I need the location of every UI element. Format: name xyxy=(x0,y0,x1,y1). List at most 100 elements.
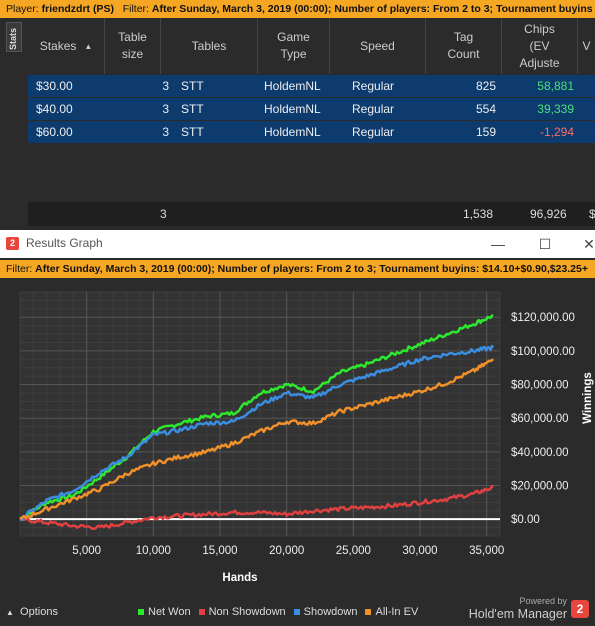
series-line-non-showdown xyxy=(19,484,495,531)
y-tick-label: $60,000.00 xyxy=(511,413,569,425)
filter-value[interactable]: After Sunday, March 3, 2019 (00:00); Num… xyxy=(151,3,593,15)
col-header-chips[interactable]: Chips (EV Adjuste xyxy=(502,18,578,74)
col-header-stakes[interactable]: Stakes ▲ xyxy=(28,18,105,74)
powered-by-text: Powered by xyxy=(519,596,567,606)
cell-tables: STT xyxy=(181,79,204,93)
y-tick-label: $20,000.00 xyxy=(511,481,569,493)
x-tick-label: 10,000 xyxy=(136,545,171,557)
col-header-table-size-label: Table size xyxy=(118,30,147,61)
table-row[interactable]: $60.00 3 STT HoldemNL Regular 159 -1,294 xyxy=(28,121,595,143)
window-titlebar[interactable]: 2 Results Graph — ☐ ✕ xyxy=(0,230,595,258)
legend-label: All-In EV xyxy=(375,606,419,618)
graph-filter-label: Filter: xyxy=(6,263,33,275)
summary-chips: 96,926 xyxy=(530,207,567,221)
summary-tag-count: 1,538 xyxy=(463,207,494,221)
filter-label: Filter: xyxy=(122,3,149,15)
brand: Powered by Hold'em Manager 2 xyxy=(461,596,591,626)
cell-game-type: HoldemNL xyxy=(264,102,321,116)
cell-stakes: $40.00 xyxy=(36,102,73,116)
summary-row: 3 1,538 96,926 $ xyxy=(28,202,595,226)
y-tick-label: $0.00 xyxy=(511,514,540,526)
cell-stakes: $60.00 xyxy=(36,125,73,139)
cell-speed: Regular xyxy=(352,102,395,116)
cell-speed: Regular xyxy=(352,125,395,139)
col-header-game-type-label: Game Type xyxy=(277,30,310,61)
y-tick-label: $120,000.00 xyxy=(511,312,575,324)
x-tick-label: 30,000 xyxy=(402,545,437,557)
x-tick-label: 20,000 xyxy=(269,545,304,557)
cell-chips: -1,294 xyxy=(539,125,574,139)
cell-chips: 58,881 xyxy=(537,79,574,93)
graph-bottombar: ▲ Options Net Won Non Showdown Showdown All… xyxy=(0,596,595,626)
cell-tables: STT xyxy=(181,125,204,139)
col-header-extra-label: V xyxy=(582,38,591,53)
cell-chips: 39,339 xyxy=(537,102,574,116)
graph-filter-value[interactable]: After Sunday, March 3, 2019 (00:00); Num… xyxy=(35,263,588,275)
brand-logo-icon: 2 xyxy=(571,600,589,618)
options-button[interactable]: ▲ Options xyxy=(6,606,58,618)
results-graph-window: 2 Results Graph — ☐ ✕ Filter: After Sund… xyxy=(0,230,595,626)
cell-game-type: HoldemNL xyxy=(264,79,321,93)
cell-tables: STT xyxy=(181,102,204,116)
col-header-speed[interactable]: Speed xyxy=(330,18,426,74)
chevron-up-icon: ▲ xyxy=(6,608,14,617)
close-button[interactable]: ✕ xyxy=(583,236,595,252)
x-axis-label: Hands xyxy=(222,572,257,584)
cell-stakes: $30.00 xyxy=(36,79,73,93)
brand-name: Hold'em Manager xyxy=(468,607,567,621)
col-header-tag-count[interactable]: Tag Count xyxy=(426,18,502,74)
results-chart[interactable]: 5,000 10,000 15,000 20,000 25,000 30,000 35,00… xyxy=(0,278,595,598)
cell-table-size: 3 xyxy=(162,102,169,116)
legend-label: Net Won xyxy=(148,606,191,618)
table-row[interactable]: $40.00 3 STT HoldemNL Regular 554 39,339 xyxy=(28,98,595,120)
table-row[interactable]: $30.00 3 STT HoldemNL Regular 825 58,881 xyxy=(28,75,595,97)
col-header-tables-label: Tables xyxy=(191,38,227,53)
col-header-extra[interactable]: V xyxy=(578,18,595,74)
top-filter-bar: Player: friendzdrt (PS) Filter: After Su… xyxy=(0,0,595,18)
cell-tag-count: 554 xyxy=(475,102,496,116)
legend-swatch xyxy=(198,609,205,616)
cell-table-size: 3 xyxy=(162,79,169,93)
cell-tag-count: 825 xyxy=(475,79,496,93)
stats-tab-label: Stats xyxy=(8,27,18,50)
cell-speed: Regular xyxy=(352,79,395,93)
maximize-button[interactable]: ☐ xyxy=(538,236,552,252)
y-tick-label: $100,000.00 xyxy=(511,346,575,358)
x-tick-label: 25,000 xyxy=(336,545,371,557)
legend-label: Showdown xyxy=(303,606,358,618)
legend-item[interactable]: Non Showdown xyxy=(198,606,286,618)
series-line-all-in-ev xyxy=(19,358,494,521)
stats-grid: Stakes ▲ Table size Tables Game Type Spe… xyxy=(28,18,595,230)
cell-tag-count: 159 xyxy=(475,125,496,139)
col-header-tag-count-label: Tag Count xyxy=(447,30,480,61)
minimize-button[interactable]: — xyxy=(491,236,505,252)
legend-item[interactable]: Net Won xyxy=(138,606,191,618)
x-tick-label: 15,000 xyxy=(202,545,237,557)
player-value[interactable]: friendzdrt (PS) xyxy=(41,3,114,15)
legend-swatch xyxy=(138,609,144,616)
legend-item[interactable]: Showdown xyxy=(293,606,358,618)
legend-item[interactable]: All-In EV xyxy=(365,606,418,618)
x-tick-label: 35,000 xyxy=(469,545,504,557)
player-label: Player: xyxy=(6,3,39,15)
x-tick-label: 5,000 xyxy=(72,545,101,557)
series-line-net-won xyxy=(19,314,494,521)
hm-logo-icon: 2 xyxy=(6,237,19,250)
summary-table-size: 3 xyxy=(160,207,167,221)
summary-extra: $ xyxy=(589,207,595,221)
cell-table-size: 3 xyxy=(162,125,169,139)
legend-swatch xyxy=(293,609,300,616)
y-axis-label: Winnings xyxy=(582,372,594,424)
legend-swatch xyxy=(365,609,372,616)
col-header-stakes-label: Stakes xyxy=(39,38,77,53)
col-header-game-type[interactable]: Game Type xyxy=(258,18,330,74)
graph-filter-bar: Filter: After Sunday, March 3, 2019 (00:… xyxy=(0,260,595,278)
stats-tab[interactable]: Stats xyxy=(6,22,22,52)
col-header-table-size[interactable]: Table size xyxy=(105,18,161,74)
y-tick-label: $80,000.00 xyxy=(511,380,569,392)
y-tick-label: $40,000.00 xyxy=(511,447,569,459)
col-header-speed-label: Speed xyxy=(360,38,395,53)
col-header-tables[interactable]: Tables xyxy=(161,18,258,74)
cell-game-type: HoldemNL xyxy=(264,125,321,139)
window-title: Results Graph xyxy=(26,236,103,250)
